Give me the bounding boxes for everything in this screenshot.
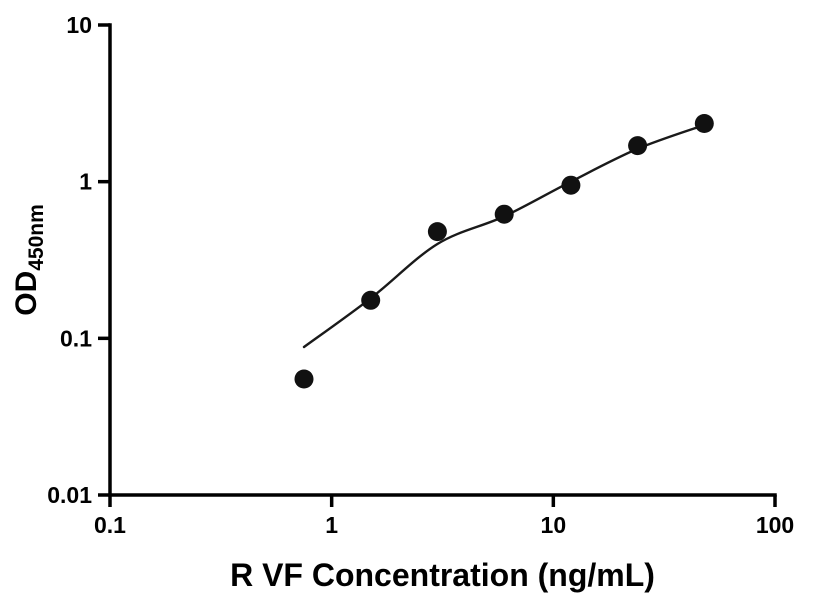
- y-tick-label: 0.1: [60, 325, 92, 351]
- y-tick-label: 1: [79, 169, 92, 195]
- data-point: [361, 290, 381, 310]
- data-point: [694, 114, 714, 133]
- data-point: [427, 222, 447, 242]
- x-tick-label: 1: [325, 512, 338, 538]
- data-point: [294, 369, 314, 389]
- data-point: [494, 204, 514, 224]
- y-tick-label: 0.01: [47, 482, 92, 508]
- fit-curve: [302, 123, 706, 349]
- y-axis-title: OD450nm: [10, 204, 48, 316]
- x-tick-label: 0.1: [94, 512, 126, 538]
- y-tick-label: 10: [66, 12, 92, 38]
- x-tick-label: 100: [756, 512, 794, 538]
- axis-lines: [108, 23, 777, 497]
- x-axis-title: R VF Concentration (ng/mL): [230, 557, 655, 593]
- data-point: [628, 136, 648, 156]
- data-point: [561, 175, 581, 195]
- x-tick-label: 10: [541, 512, 567, 538]
